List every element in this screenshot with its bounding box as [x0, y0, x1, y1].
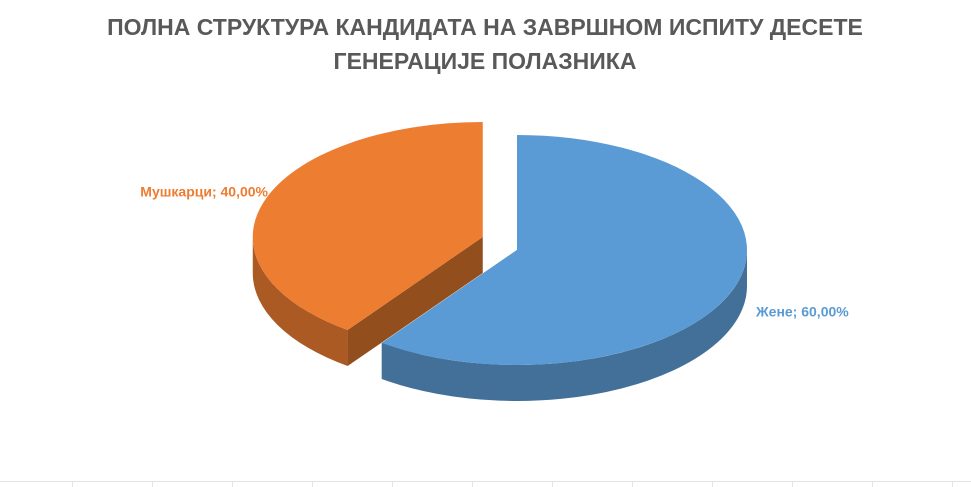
chart-title: ПОЛНА СТРУКТУРА КАНДИДАТА НА ЗАВРШНОМ ИС… [107, 14, 863, 74]
slice [252, 121, 483, 331]
slice-side [252, 236, 348, 367]
slice [381, 135, 747, 365]
data-label: Жене; 60,00% [755, 304, 849, 320]
data-label: Мушкарци; 40,00% [140, 184, 268, 200]
sheet-grid [0, 481, 971, 487]
slice-cut-face [347, 236, 483, 367]
slice-side [381, 250, 747, 401]
